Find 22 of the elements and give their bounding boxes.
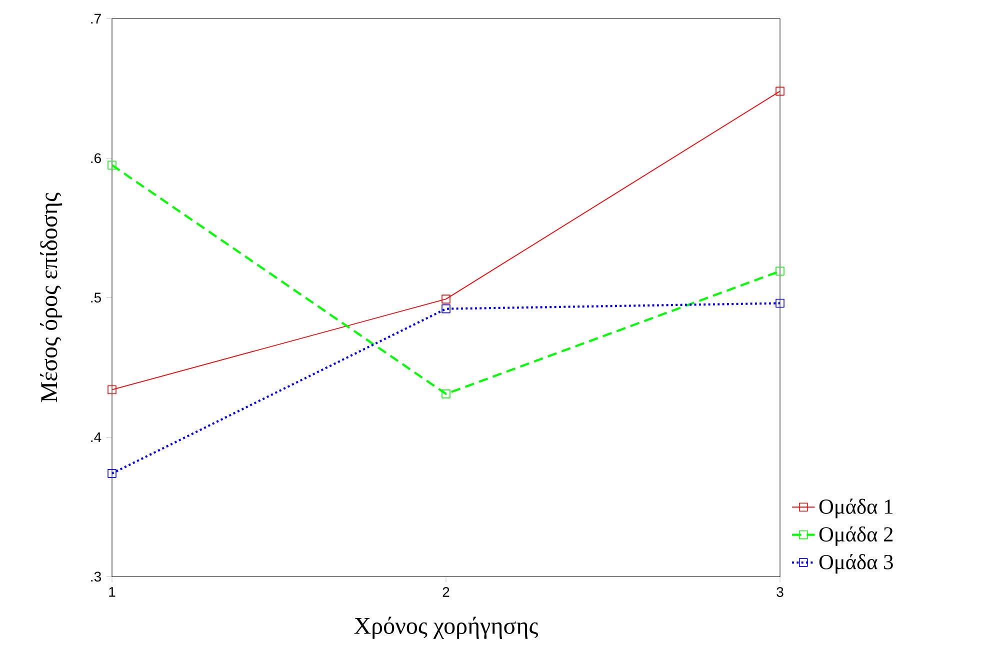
x-tick-label: 3 xyxy=(776,587,784,597)
y-tick-label: .4 xyxy=(91,432,102,442)
point xyxy=(442,390,450,398)
x-tick-label: 2 xyxy=(442,587,450,597)
point xyxy=(108,385,116,394)
point xyxy=(442,304,450,314)
point xyxy=(108,469,116,478)
point xyxy=(776,266,784,276)
x-tick-label: 1 xyxy=(109,587,116,597)
x-axis-title: Χρόνος χορήγησης xyxy=(354,616,538,639)
legend-label: Ομάδα 1 xyxy=(819,498,892,518)
y-axis-title: Μέσος όρος επίδοσης xyxy=(40,192,62,402)
legend-label: Ομάδα 3 xyxy=(819,554,893,574)
point xyxy=(108,160,116,170)
y-tick-label: .5 xyxy=(91,292,102,303)
y-tick-label: .3 xyxy=(91,572,101,582)
point xyxy=(442,294,450,304)
y-tick-label: .6 xyxy=(91,153,101,164)
point xyxy=(776,86,784,96)
legend-label: Ομάδα 2 xyxy=(819,526,893,546)
point xyxy=(776,298,784,308)
y-tick-label: .7 xyxy=(91,14,101,24)
